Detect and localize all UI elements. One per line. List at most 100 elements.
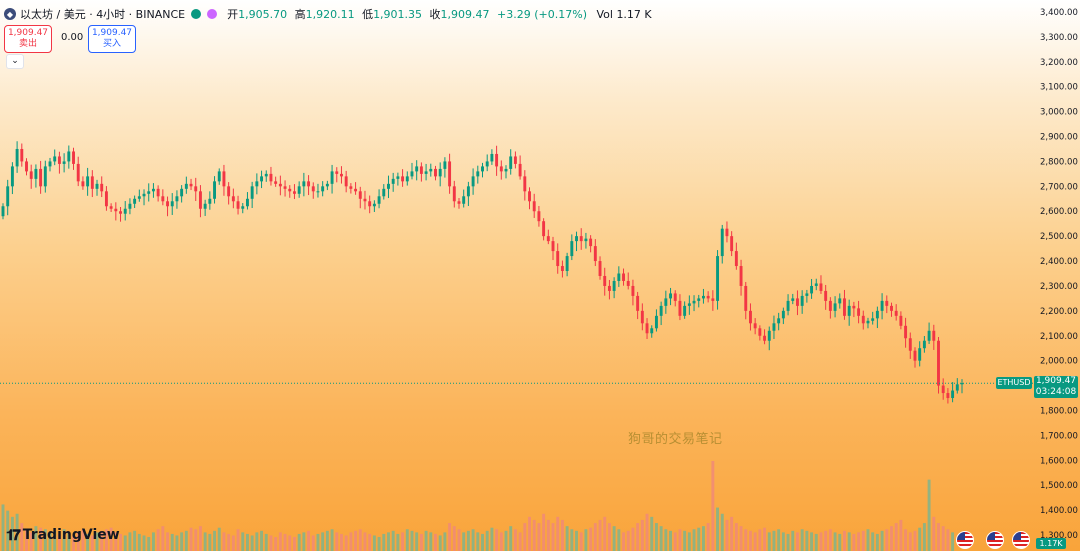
volume-bar [744,529,748,551]
volume-bar [819,532,823,551]
volume-bar [922,523,926,551]
us-flag-icon[interactable] [956,531,974,549]
us-flag-icon[interactable] [1012,531,1030,549]
volume-bar [706,523,710,551]
candle-body [875,310,879,319]
candle-body [955,384,959,391]
sell-button[interactable]: 1,909.47 卖出 [4,25,52,53]
candle-body [730,236,734,252]
candle-body [227,186,231,197]
candle-body [523,176,527,192]
candle-body [25,161,28,172]
candle-body [603,275,607,286]
volume-bar [734,523,738,551]
candle-body [81,181,85,187]
candle-body [932,330,936,341]
volume-bar [720,513,724,551]
candle-body [213,181,217,199]
candle-body [372,203,376,207]
volume-bar [678,529,682,551]
candle-body [288,188,292,192]
candle-body [39,168,43,187]
candle-body [274,181,278,184]
candle-body [781,310,785,319]
candle-body [217,171,221,182]
volume-bar [297,533,301,551]
volume-bar [227,533,231,551]
volume-bar [645,513,649,551]
volume-bar [410,530,414,551]
volume-bar [528,516,531,551]
candle-body [800,295,804,306]
candle-body [15,148,19,167]
tradingview-mark-icon: 𝟏𝟕 [6,526,21,544]
candle-body [43,166,47,187]
volume-bar [509,526,513,551]
candle-body [697,298,701,301]
volume-bar [119,533,122,551]
candle-body [904,325,908,339]
volume-bar [796,532,799,551]
volume-bar [241,532,245,551]
candle-body [86,176,90,187]
candle-body [951,390,955,399]
symbol-price-tag: ETHUSD [996,377,1032,389]
candle-body [189,183,193,187]
candle-body [607,285,611,291]
y-tick-label: 1,400.00 [1040,506,1078,516]
us-flag-icon[interactable] [986,531,1004,549]
candle-body [34,168,38,179]
y-tick-label: 2,700.00 [1040,182,1078,192]
candle-body [128,203,132,209]
symbol-title[interactable]: 以太坊 / 美元 · 4小时 · BINANCE [20,8,186,21]
volume-bar [908,532,912,551]
volume-bar [946,529,950,551]
spread-value: 0.00 [61,32,84,43]
candle-body [405,176,409,182]
candle-body [528,191,531,202]
candle-body [194,186,198,192]
y-tick-label: 1,600.00 [1040,456,1078,466]
candle-body [678,300,682,316]
candle-body [264,173,268,177]
volume-bar [382,533,386,551]
volume-bar [20,523,24,551]
candle-body [180,188,184,197]
volume-bar [748,530,752,551]
candle-body [852,305,856,309]
buy-button[interactable]: 1,909.47 买入 [88,25,136,53]
candle-body [344,176,348,187]
candle-body [683,305,687,316]
candle-body [241,206,245,209]
candle-body [687,303,691,306]
volume-bar [452,526,456,551]
volume-bar [551,523,555,551]
candle-body [184,183,188,189]
volume-bar [100,530,104,551]
eth-icon: ◆ [4,8,16,20]
volume-bar [283,533,287,551]
candle-body [636,295,640,311]
volume-bar [448,523,452,551]
candle-body [833,303,837,311]
collapse-legend-icon[interactable]: ⌄ [6,54,24,69]
candle-body [462,196,466,204]
volume-bar [546,519,550,551]
volume-bar [184,530,188,551]
candle-body [537,211,541,222]
volume-bar [363,532,367,551]
y-tick-label: 2,900.00 [1040,133,1078,143]
volume-bar [913,530,917,551]
volume-bar [640,519,644,551]
candle-body [899,315,903,326]
tradingview-logo[interactable]: 𝟏𝟕 TradingView [6,526,120,544]
candle-body [415,166,419,172]
volume-bar [781,532,785,551]
candle-body [166,201,169,207]
candle-body [95,183,99,189]
share-icon[interactable] [207,9,218,19]
volume-bar [43,529,47,551]
volume-bar [114,532,118,551]
